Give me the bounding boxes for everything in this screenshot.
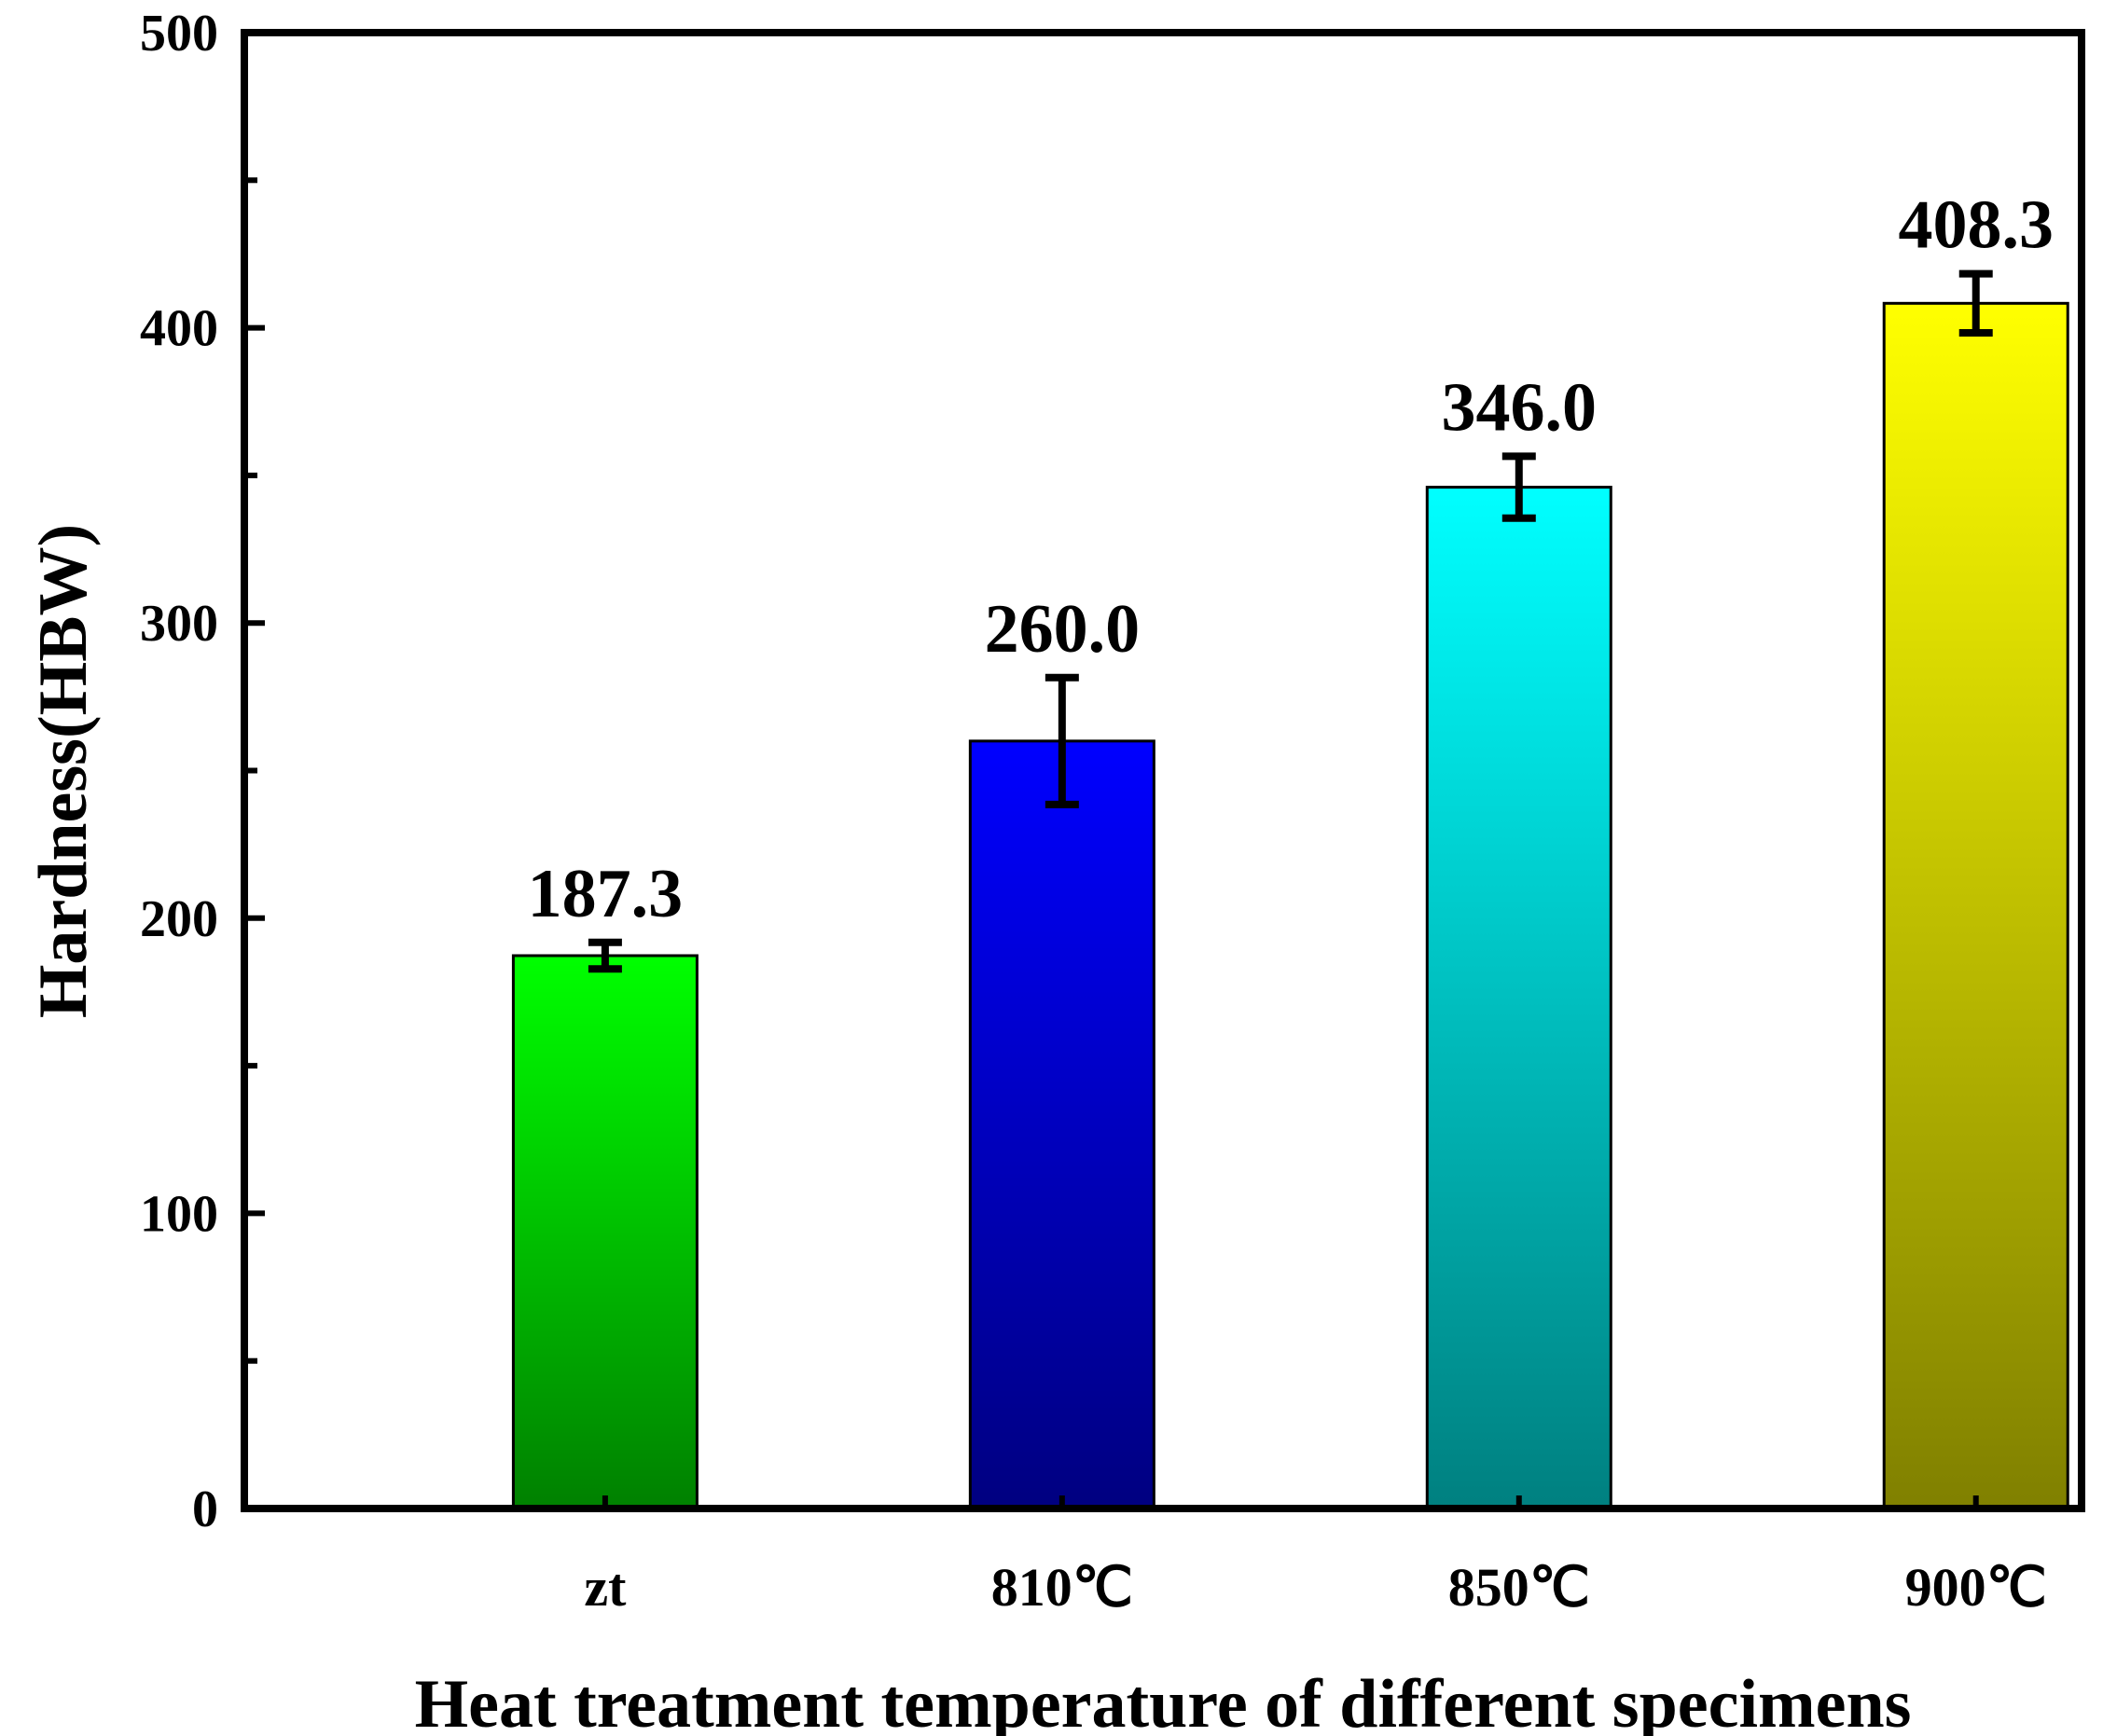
- bar-2: [1425, 486, 1612, 1510]
- x-tick-label-1: 810℃: [991, 1557, 1133, 1618]
- error-bar-3: [1958, 269, 1993, 337]
- value-labels-layer: 187.3 260.0 346.0 408.3: [528, 187, 2054, 932]
- x-axis-ticks: zt 810℃ 850℃ 900℃: [584, 1495, 2047, 1618]
- x-tick-label-3: 900℃: [1905, 1557, 2047, 1618]
- value-label-1: 260.0: [985, 591, 1141, 668]
- value-label-3: 408.3: [1898, 187, 2054, 264]
- error-bar-0: [588, 938, 622, 973]
- x-tick-label-2: 850℃: [1448, 1557, 1590, 1618]
- y-tick-label-0: 0: [192, 1481, 218, 1538]
- y-tick-label-4: 400: [140, 300, 218, 358]
- y-axis-label: Hardness(HBW): [25, 524, 102, 1018]
- y-tick-label-5: 500: [140, 5, 218, 62]
- x-tick-label-0: zt: [584, 1557, 627, 1618]
- y-tick-label-3: 300: [140, 595, 218, 653]
- x-axis-label: Heat treatment temperature of different …: [415, 1666, 1912, 1736]
- bar-0: [511, 954, 699, 1510]
- error-bars-layer: [588, 269, 1993, 973]
- bar-3: [1882, 301, 2069, 1510]
- y-axis-ticks: 0 100 200 300 400 500: [140, 5, 265, 1538]
- y-tick-label-1: 100: [140, 1185, 218, 1243]
- bar-1: [968, 739, 1155, 1510]
- error-bar-2: [1501, 452, 1536, 522]
- error-bar-1: [1045, 673, 1079, 808]
- bars-layer: [511, 301, 2069, 1510]
- y-tick-label-2: 200: [140, 890, 218, 948]
- value-label-0: 187.3: [528, 856, 684, 932]
- value-label-2: 346.0: [1442, 369, 1598, 446]
